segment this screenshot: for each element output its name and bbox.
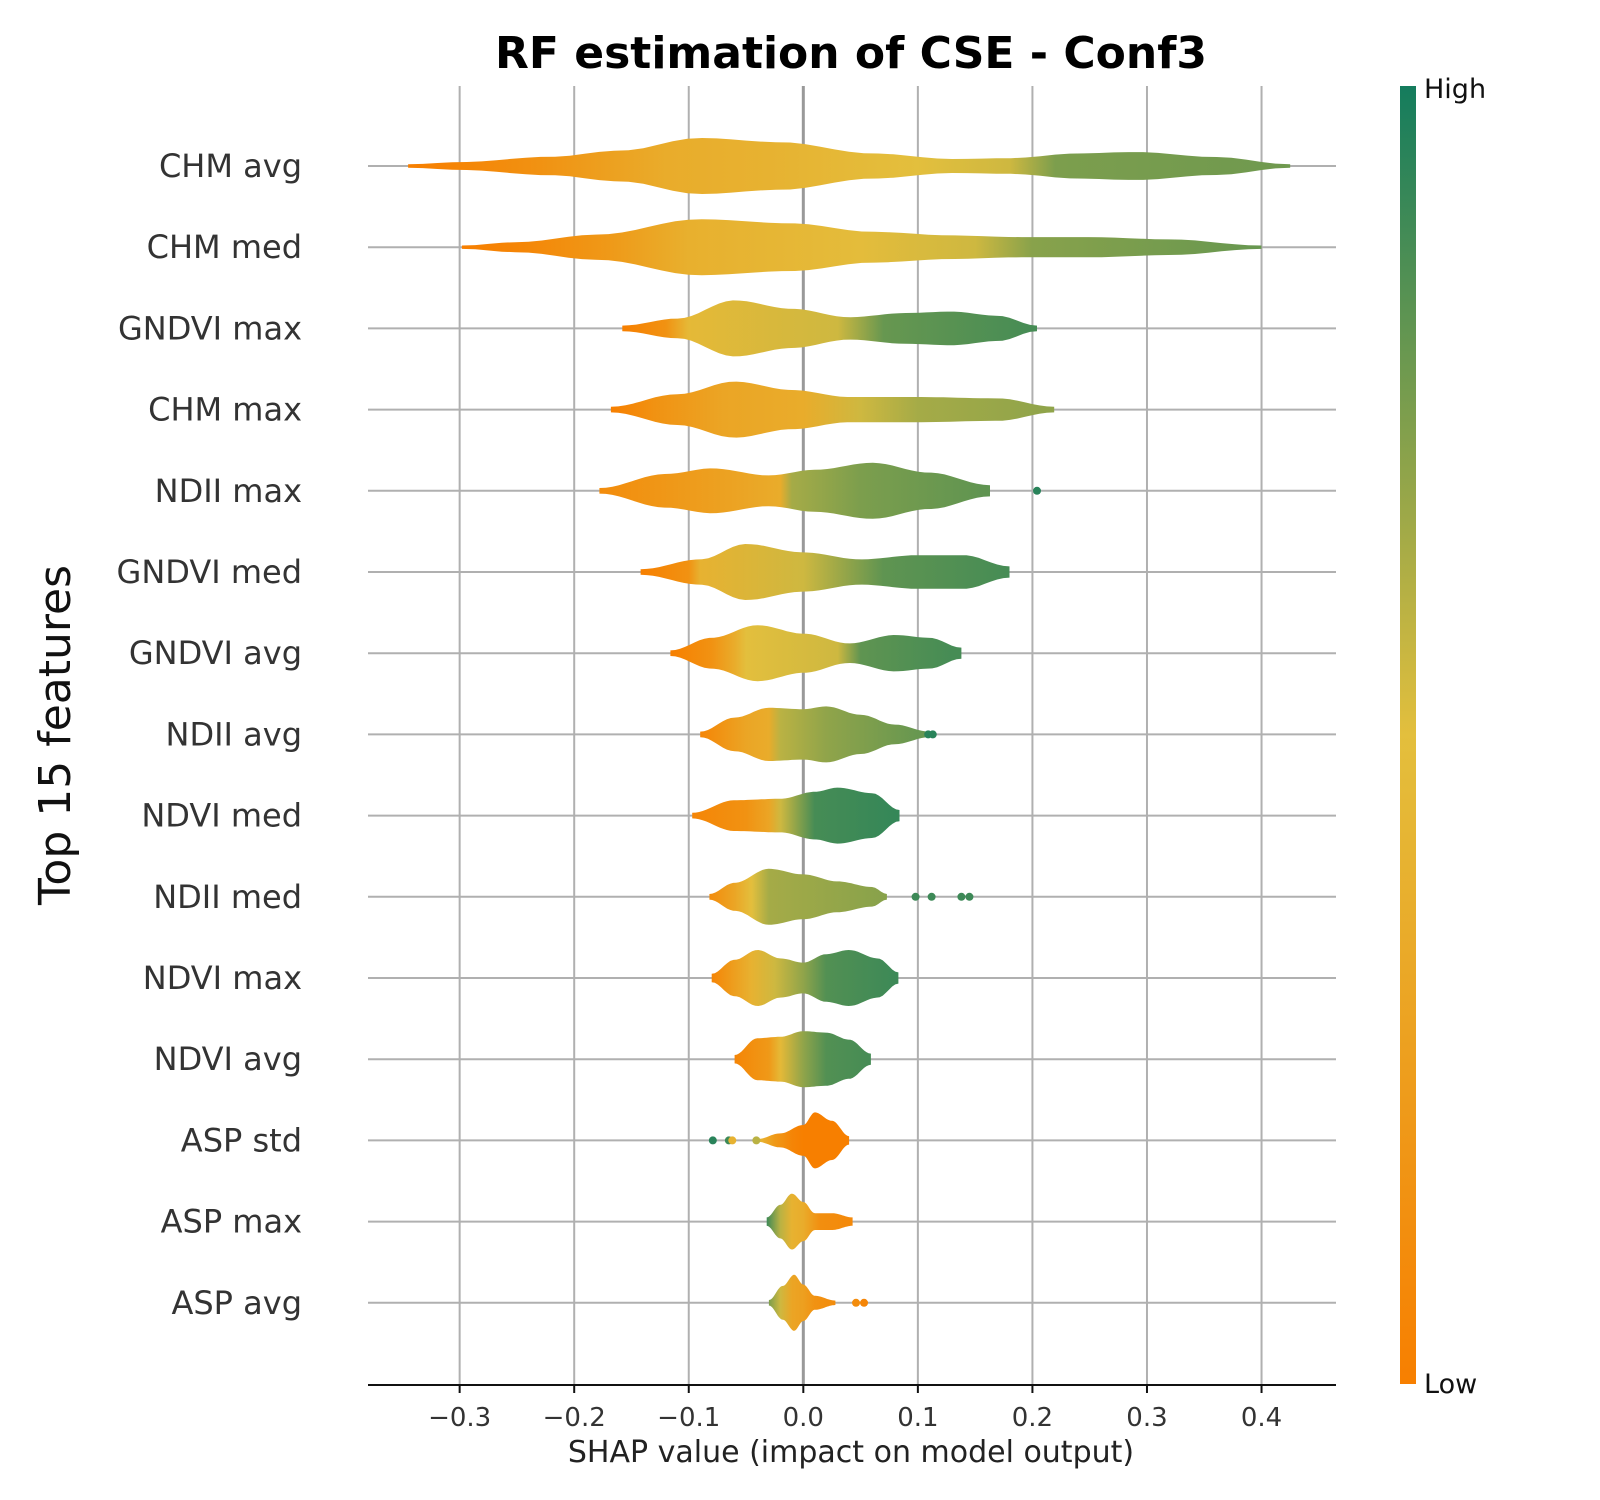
violin-asp-avg [768,1274,836,1331]
outlier-point [928,730,937,739]
feature-label: ASP std [181,1121,302,1159]
violin-ndvi-avg [734,1031,871,1088]
violin-gndvi-med [640,544,1010,600]
x-tick-label: −0.1 [657,1403,720,1433]
colorbar-high-label: High [1424,74,1486,105]
violin-gndvi-avg [670,625,962,682]
feature-label: CHM avg [159,147,302,185]
outlier-point [752,1136,761,1145]
feature-label: ASP avg [171,1284,302,1322]
x-tick-label: 0.0 [783,1403,824,1433]
feature-label: CHM med [147,228,302,266]
feature-labels: CHM avg CHM med GNDVI max CHM max NDII max GN… [117,147,302,1322]
violin-chm-max [610,381,1055,438]
violin-chm-avg [408,138,1291,194]
x-tick-label: −0.2 [543,1403,606,1433]
violin-ndii-med [709,868,887,925]
violin-asp-max [766,1193,853,1250]
x-axis-label: SHAP value (impact on model output) [568,1435,1134,1470]
colorbar-low-label: Low [1424,1369,1477,1400]
feature-label: CHM max [148,391,302,429]
x-tick-label: −0.3 [428,1403,491,1433]
feature-label: NDII max [155,472,302,510]
feature-label: NDII avg [166,715,302,753]
x-tick-label: 0.4 [1241,1403,1282,1433]
colorbar-gradient [1400,86,1416,1384]
feature-label: NDVI med [141,797,302,835]
feature-label: GNDVI med [117,553,302,591]
outlier-point [957,892,966,901]
outlier-point [1033,486,1042,495]
feature-label: NDVI max [143,959,302,997]
violin-ndii-avg [700,706,930,763]
violin-ndvi-med [692,787,900,844]
violin-gndvi-max [622,300,1037,357]
feature-label: NDII med [153,878,302,916]
chart-title: RF estimation of CSE - Conf3 [495,28,1207,79]
x-tick-label: 0.1 [897,1403,938,1433]
x-tick-label: 0.3 [1126,1403,1167,1433]
violin-chm-med [461,219,1262,276]
feature-label: GNDVI avg [129,634,302,672]
x-axis: −0.3 −0.2 −0.1 0.0 0.1 0.2 0.3 0.4 [368,1384,1336,1433]
feature-label: NDVI avg [154,1040,302,1078]
violin-ndii-max [599,462,990,519]
outlier-point [728,1136,737,1145]
outlier-point [708,1136,717,1145]
outlier-point [860,1298,869,1307]
y-axis-label: Top 15 features [30,565,81,906]
outlier-point [852,1298,861,1307]
violin-ndvi-max [711,950,899,1006]
outlier-point [965,892,974,901]
violin-asp-std [757,1112,850,1169]
colorbar: High Low [1400,74,1486,1400]
outlier-point [927,892,936,901]
x-tick-label: 0.2 [1012,1403,1053,1433]
feature-label: ASP max [161,1203,302,1241]
outlier-point [911,892,920,901]
violins [408,138,1291,1331]
feature-label: GNDVI max [118,309,302,347]
